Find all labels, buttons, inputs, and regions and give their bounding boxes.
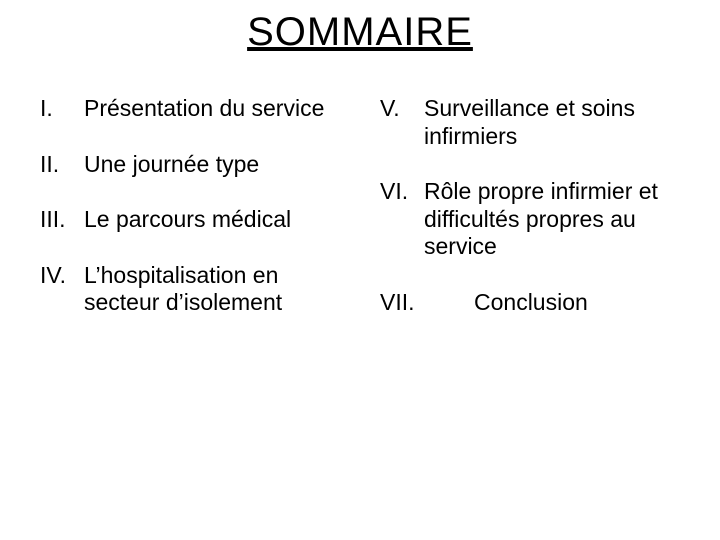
- toc-item-number: VI.: [380, 178, 424, 206]
- toc-item-text: L’hospitalisation en secteur d’isolement: [84, 262, 340, 317]
- toc-item: VI. Rôle propre infirmier et difficultés…: [380, 178, 680, 261]
- toc-item-text: Surveillance et soins infirmiers: [424, 95, 680, 150]
- toc-item-number: VII.: [380, 289, 444, 317]
- toc-item-number: III.: [40, 206, 84, 234]
- toc-item-text: Le parcours médical: [84, 206, 340, 234]
- toc-item: V. Surveillance et soins infirmiers: [380, 95, 680, 150]
- toc-columns: I. Présentation du service II. Une journ…: [40, 95, 680, 345]
- slide-title: SOMMAIRE: [40, 10, 680, 55]
- toc-item-text: Présentation du service: [84, 95, 340, 123]
- toc-item-text: Une journée type: [84, 151, 340, 179]
- toc-item-text: Rôle propre infirmier et difficultés pro…: [424, 178, 680, 261]
- toc-item-number: II.: [40, 151, 84, 179]
- toc-item-text: Conclusion: [444, 289, 680, 317]
- toc-item: II. Une journée type: [40, 151, 340, 179]
- slide: SOMMAIRE I. Présentation du service II. …: [0, 0, 720, 540]
- toc-item: I. Présentation du service: [40, 95, 340, 123]
- toc-item-number: I.: [40, 95, 84, 123]
- toc-item-number: V.: [380, 95, 424, 123]
- toc-item: VII. Conclusion: [380, 289, 680, 317]
- toc-item-number: IV.: [40, 262, 84, 290]
- toc-item: III. Le parcours médical: [40, 206, 340, 234]
- toc-right-column: V. Surveillance et soins infirmiers VI. …: [380, 95, 680, 345]
- toc-item: IV. L’hospitalisation en secteur d’isole…: [40, 262, 340, 317]
- toc-left-column: I. Présentation du service II. Une journ…: [40, 95, 340, 345]
